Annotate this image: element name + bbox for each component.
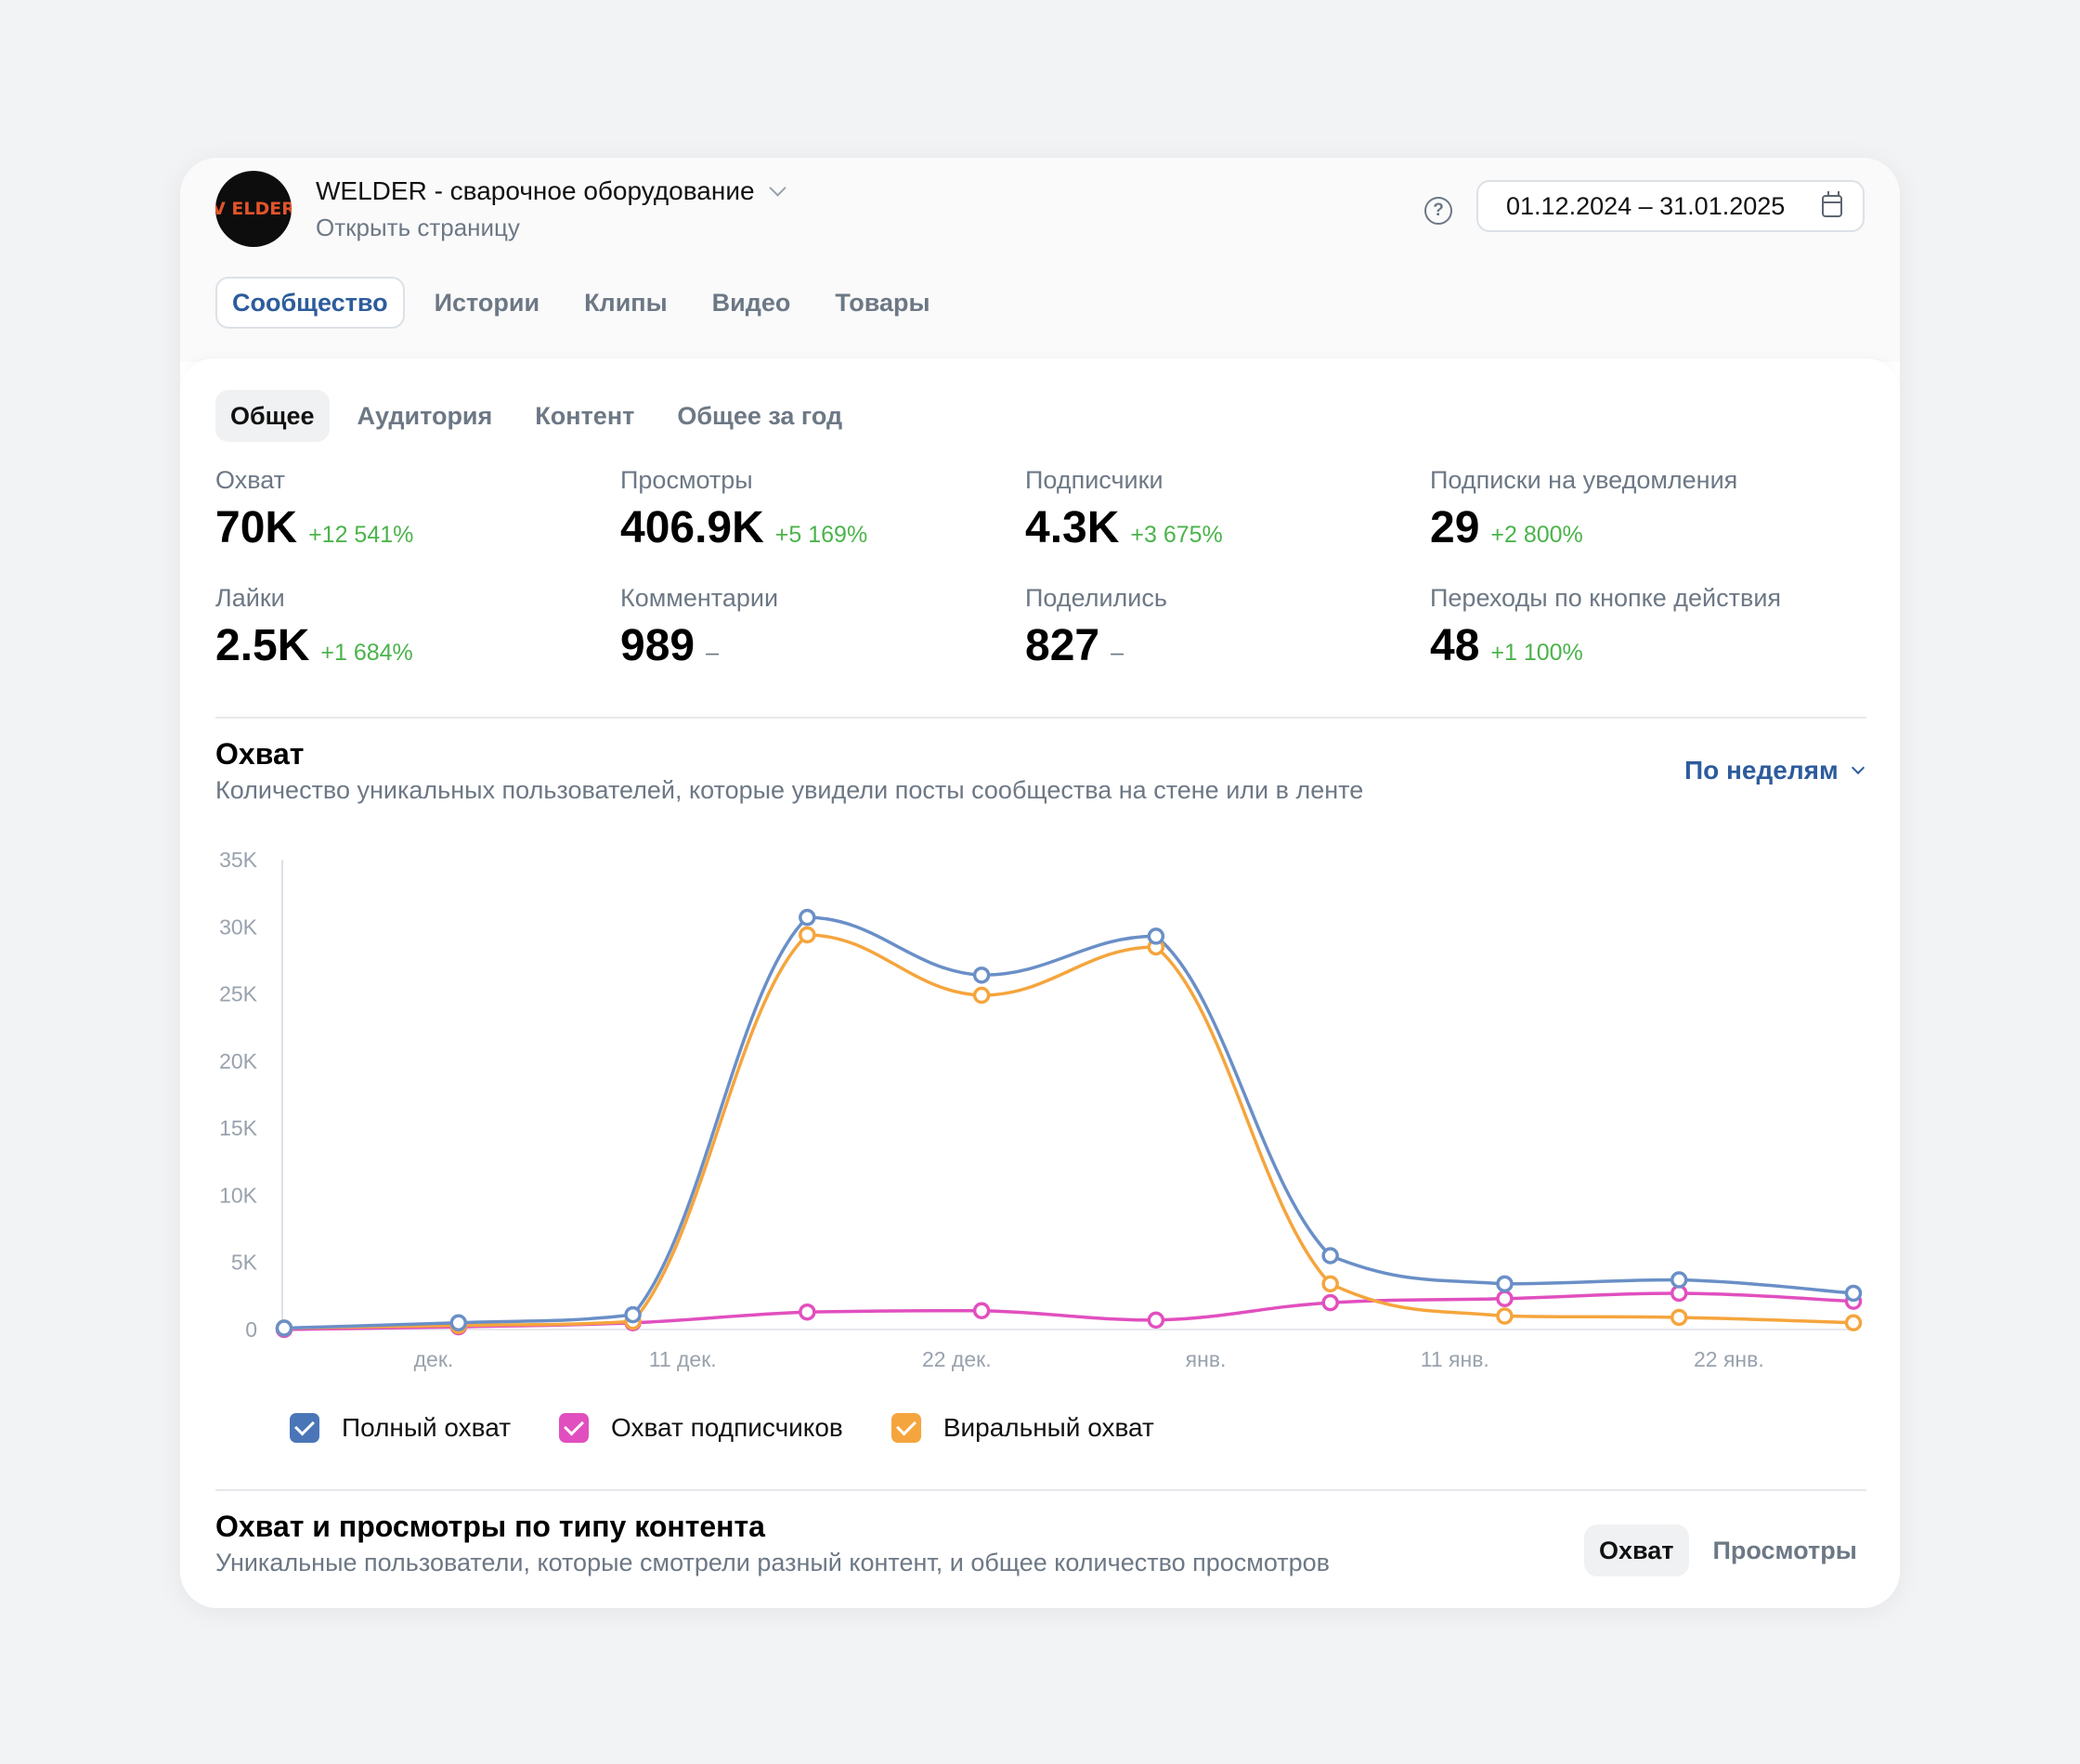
chevron-down-icon	[1851, 760, 1865, 775]
metric-label: Подписчики	[1025, 466, 1164, 494]
metric-label: Комментарии	[620, 584, 779, 612]
metric-value: 989	[620, 621, 696, 670]
tab-content[interactable]: Контент	[535, 402, 635, 430]
legend-label: Охват подписчиков	[611, 1413, 843, 1442]
date-range-picker[interactable]: 01.12.2024 – 31.01.2025	[1476, 180, 1865, 232]
metric-label: Поделились	[1025, 584, 1167, 612]
legend-item-full-reach[interactable]: Полный охват	[290, 1413, 511, 1443]
stats-card: V ELDER WELDER - сварочное оборудование …	[180, 158, 1900, 1608]
metric-value: 2.5K	[215, 621, 310, 670]
metric-label: Переходы по кнопке действия	[1430, 584, 1782, 612]
metric-value: 29	[1430, 503, 1480, 552]
metric-value: 4.3K	[1025, 503, 1120, 552]
metric-label: Охват	[215, 466, 286, 494]
legend-label: Полный охват	[342, 1413, 512, 1442]
question-circle-icon[interactable]: ?	[1424, 197, 1452, 225]
calendar-icon	[1822, 191, 1842, 217]
tab-year-total[interactable]: Общее за год	[677, 402, 843, 430]
avatar-logo-text: V ELDER	[215, 199, 292, 219]
sub-tabs: Общее Аудитория Контент Общее за год	[215, 390, 870, 442]
divider	[215, 1489, 1866, 1491]
period-selector[interactable]: По неделям	[1684, 756, 1865, 785]
period-selector-label: По неделям	[1684, 756, 1839, 785]
metric-label: Лайки	[215, 584, 285, 612]
checkbox-checked-icon[interactable]	[559, 1413, 590, 1443]
metric-views: Просмотры 406.9K +5 169%	[620, 466, 1010, 553]
checkbox-checked-icon[interactable]	[890, 1413, 921, 1443]
chevron-down-icon	[768, 178, 786, 197]
divider	[215, 717, 1866, 719]
metric-reach: Охват 70K +12 541%	[215, 466, 605, 553]
checkbox-checked-icon[interactable]	[290, 1413, 319, 1443]
metric-comments: Комментарии 989–	[620, 584, 1010, 671]
tab-clips[interactable]: Клипы	[584, 289, 668, 317]
content-metric-toggle: Охват Просмотры	[1575, 1524, 1872, 1576]
legend-label: Виральный охват	[942, 1413, 1154, 1442]
tab-audience[interactable]: Аудитория	[357, 402, 493, 430]
date-range-value: 01.12.2024 – 31.01.2025	[1506, 191, 1786, 220]
legend-item-subscriber-reach[interactable]: Охват подписчиков	[559, 1413, 843, 1443]
metric-delta: +5 169%	[774, 522, 868, 548]
metric-shares: Поделились 827–	[1025, 584, 1415, 671]
community-avatar[interactable]: V ELDER	[215, 171, 292, 247]
metric-label: Просмотры	[620, 466, 753, 494]
reach-section-title: Охват	[215, 737, 305, 771]
metric-value: 827	[1025, 621, 1100, 670]
tab-products[interactable]: Товары	[835, 289, 930, 317]
tab-video[interactable]: Видео	[711, 289, 791, 317]
metric-label: Подписки на уведомления	[1430, 466, 1738, 494]
metric-likes: Лайки 2.5K +1 684%	[215, 584, 605, 671]
metric-delta: –	[706, 640, 719, 666]
tab-stories[interactable]: Истории	[434, 289, 540, 317]
metric-delta: +12 541%	[308, 522, 414, 548]
content-section-subtitle: Уникальные пользователи, которые смотрел…	[215, 1549, 1331, 1576]
metric-delta: –	[1111, 640, 1124, 666]
metric-delta: +2 800%	[1490, 522, 1583, 548]
toggle-views-button[interactable]: Просмотры	[1712, 1537, 1857, 1564]
legend-item-viral-reach[interactable]: Виральный охват	[890, 1413, 1154, 1443]
metric-subscribers: Подписчики 4.3K +3 675%	[1025, 466, 1415, 553]
metric-notification-subscriptions: Подписки на уведомления 29 +2 800%	[1430, 466, 1820, 553]
tab-general[interactable]: Общее	[215, 390, 330, 442]
metric-delta: +1 100%	[1490, 640, 1583, 666]
content-section-title: Охват и просмотры по типу контента	[215, 1510, 765, 1543]
community-selector[interactable]: WELDER - сварочное оборудование	[316, 176, 786, 206]
metric-value: 70K	[215, 503, 298, 552]
metric-value: 406.9K	[620, 503, 764, 552]
toggle-reach-button[interactable]: Охват	[1584, 1524, 1689, 1576]
open-page-link[interactable]: Открыть страницу	[316, 214, 520, 241]
tab-community[interactable]: Сообщество	[215, 277, 405, 329]
chart-legend: Полный охват Охват подписчиков Виральный…	[290, 1413, 1202, 1443]
main-tabs: Сообщество Истории Клипы Видео Товары	[215, 277, 960, 329]
metric-action-button-clicks: Переходы по кнопке действия 48 +1 100%	[1430, 584, 1820, 671]
community-name: WELDER - сварочное оборудование	[316, 176, 755, 205]
metric-delta: +1 684%	[320, 640, 413, 666]
metric-delta: +3 675%	[1130, 522, 1223, 548]
metric-value: 48	[1430, 621, 1480, 670]
reach-section-subtitle: Количество уникальных пользователей, кот…	[215, 776, 1364, 804]
